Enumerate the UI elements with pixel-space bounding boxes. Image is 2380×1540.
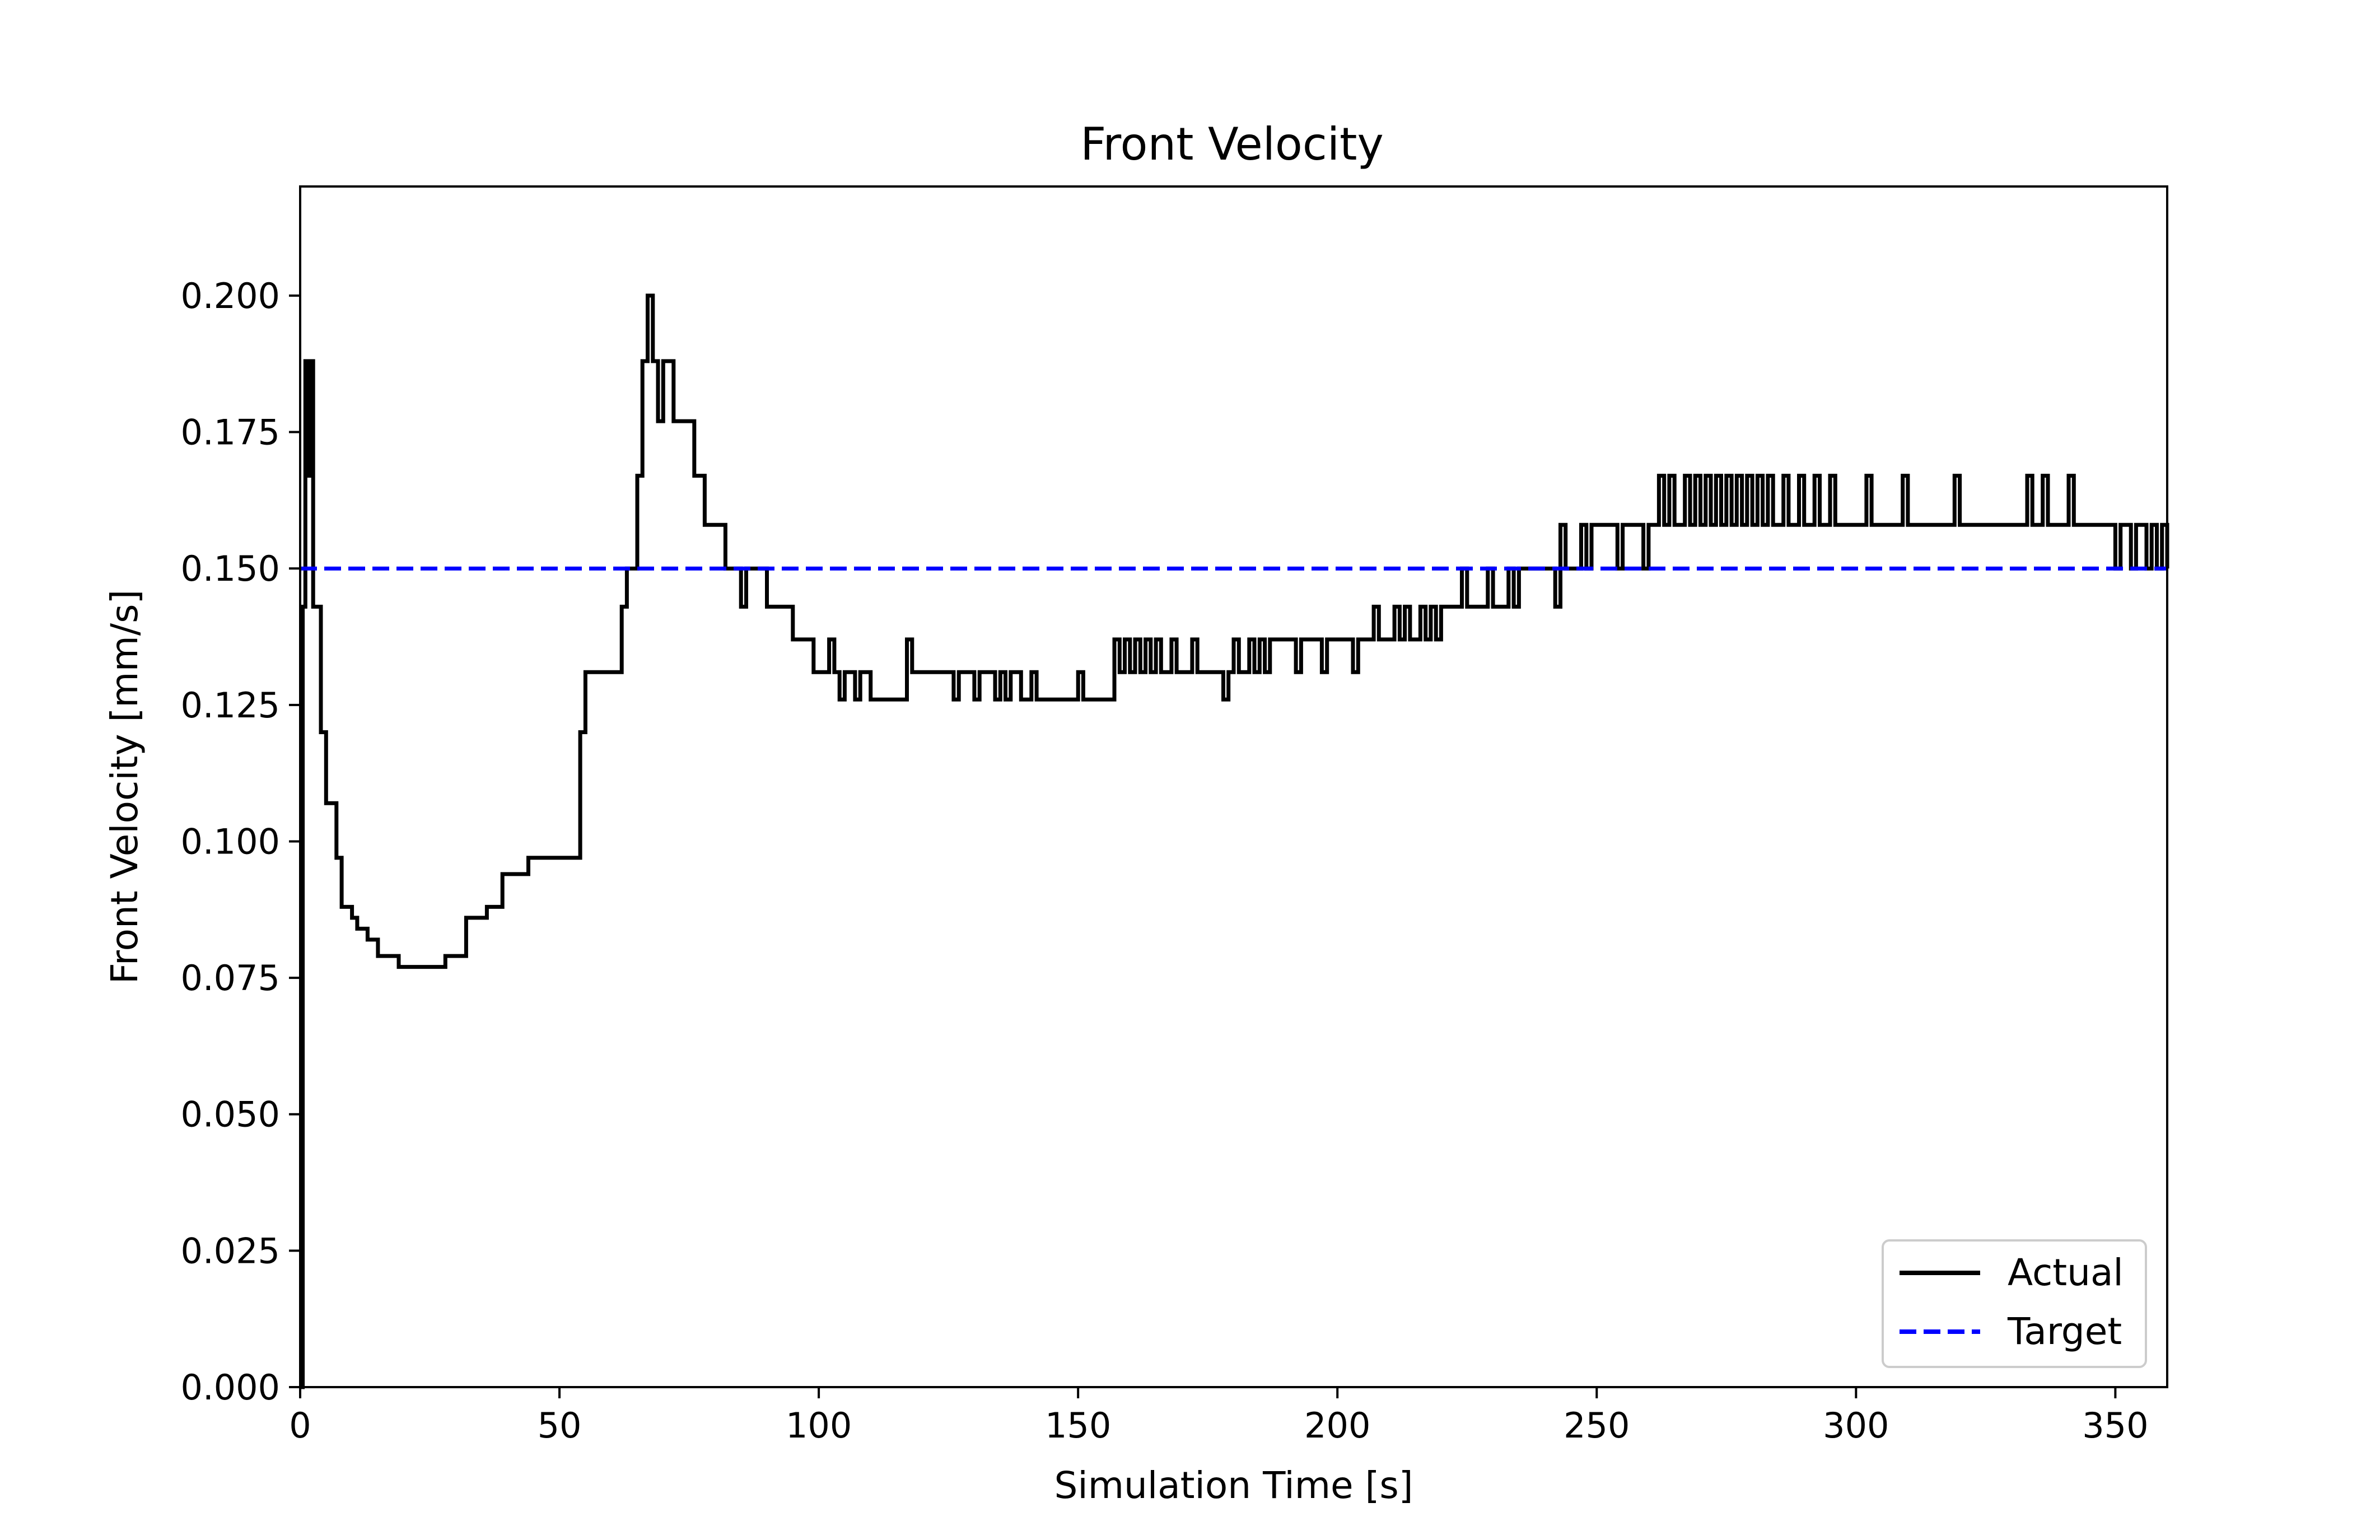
x-tick-label: 0	[289, 1405, 311, 1446]
x-tick-label: 350	[2082, 1405, 2148, 1446]
x-axis-label: Simulation Time [s]	[1054, 1464, 1413, 1507]
y-tick-label: 0.025	[181, 1230, 281, 1271]
x-tick-label: 50	[538, 1405, 582, 1446]
y-tick-label: 0.100	[181, 821, 281, 862]
y-axis: 0.000 0.025 0.050 0.075 0.100 0.125 0.150 0.175…	[181, 276, 300, 1408]
series-line-actual	[300, 293, 2169, 1389]
y-tick-label: 0.075	[181, 958, 281, 998]
legend-label-target: Target	[2007, 1310, 2122, 1353]
y-tick-label: 0.000	[181, 1367, 281, 1408]
legend-label-actual: Actual	[2008, 1251, 2124, 1294]
plot-frame	[299, 185, 2168, 1388]
chart-title: Front Velocity	[1080, 118, 1384, 170]
y-tick-label: 0.200	[181, 276, 281, 316]
y-axis-label: Front Velocity [mm/s]	[103, 590, 146, 984]
y-tick-label: 0.050	[181, 1094, 281, 1135]
y-tick-label: 0.125	[181, 685, 281, 726]
x-axis: 0 50 100 150 200 250 300 350	[289, 1387, 2149, 1446]
x-tick-label: 150	[1045, 1405, 1111, 1446]
x-tick-label: 250	[1564, 1405, 1630, 1446]
x-tick-label: 100	[786, 1405, 852, 1446]
y-tick-label: 0.175	[181, 412, 281, 453]
legend: Actual Target	[1882, 1239, 2147, 1368]
y-tick-label: 0.150	[181, 548, 281, 589]
x-tick-label: 200	[1304, 1405, 1370, 1446]
x-tick-label: 300	[1823, 1405, 1889, 1446]
series-layer	[300, 293, 2169, 1389]
